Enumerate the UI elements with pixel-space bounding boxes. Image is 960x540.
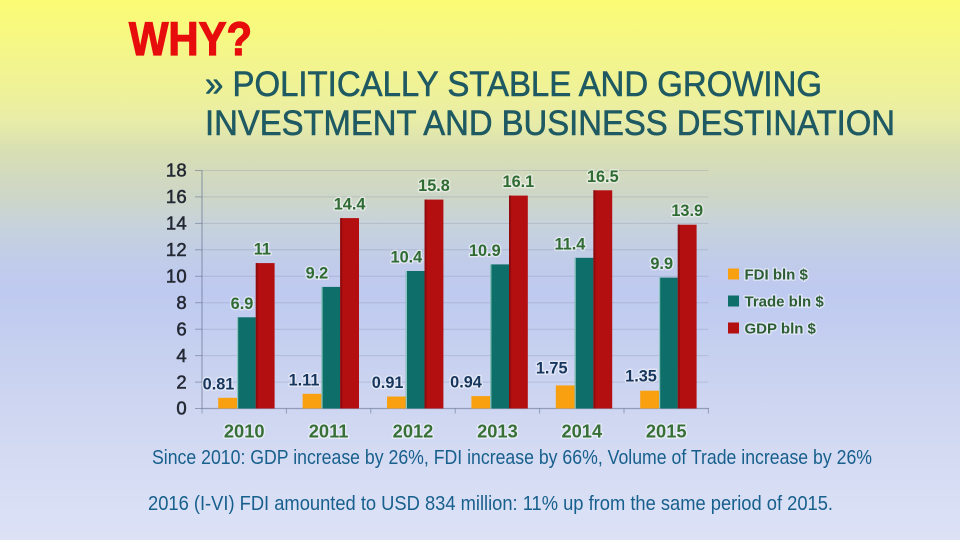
svg-text:14.4: 14.4	[334, 196, 366, 214]
svg-text:2010: 2010	[224, 421, 265, 442]
svg-text:16.1: 16.1	[503, 173, 535, 191]
svg-text:13.9: 13.9	[671, 202, 703, 220]
svg-text:GDP bln $: GDP bln $	[745, 321, 817, 338]
svg-text:11.4: 11.4	[555, 235, 586, 253]
svg-text:2015: 2015	[646, 421, 687, 442]
svg-text:Since 2010: GDP increase by 26: Since 2010: GDP increase by 26%, FDI inc…	[152, 446, 872, 469]
svg-text:6: 6	[176, 318, 187, 339]
svg-text:10.4: 10.4	[391, 249, 423, 267]
svg-text:0.81: 0.81	[203, 375, 235, 393]
svg-text:GDP bln $: GDP bln $	[745, 321, 817, 338]
svg-text:1.35: 1.35	[625, 368, 657, 386]
svg-text:1.35: 1.35	[625, 368, 657, 386]
svg-text:Trade bln $: Trade bln $	[745, 294, 825, 311]
svg-text:2010: 2010	[224, 421, 265, 442]
svg-text:16.1: 16.1	[503, 173, 535, 191]
svg-text:18: 18	[166, 160, 187, 181]
svg-text:1.75: 1.75	[536, 359, 568, 377]
svg-text:9.2: 9.2	[306, 264, 329, 282]
svg-text:FDI bln $: FDI bln $	[745, 267, 809, 284]
svg-text:2011: 2011	[309, 421, 349, 442]
svg-text:10.9: 10.9	[469, 242, 501, 260]
svg-text:16.5: 16.5	[587, 168, 619, 186]
svg-text:2013: 2013	[477, 421, 518, 442]
svg-text:0.94: 0.94	[450, 374, 482, 392]
svg-text:FDI bln $: FDI bln $	[745, 267, 809, 284]
svg-text:4: 4	[176, 345, 187, 366]
svg-text:9.2: 9.2	[306, 264, 329, 282]
svg-text:10.4: 10.4	[391, 249, 423, 267]
svg-text:14.4: 14.4	[334, 196, 366, 214]
svg-text:2014: 2014	[561, 421, 603, 442]
svg-text:2012: 2012	[393, 421, 434, 442]
svg-text:INVESTMENT AND BUSINESS DESTIN: INVESTMENT AND BUSINESS DESTINATION	[205, 104, 895, 143]
svg-text:9.9: 9.9	[650, 255, 673, 273]
svg-text:WHY?: WHY?	[129, 13, 252, 66]
svg-text:11: 11	[254, 241, 271, 259]
svg-text:0.91: 0.91	[372, 374, 404, 392]
svg-text:1.11: 1.11	[289, 371, 320, 389]
svg-text:0: 0	[176, 398, 187, 419]
svg-text:1.11: 1.11	[289, 371, 320, 389]
svg-text:0.94: 0.94	[450, 374, 482, 392]
svg-text:6.9: 6.9	[231, 295, 254, 313]
svg-text:15.8: 15.8	[418, 177, 450, 195]
svg-text:2: 2	[176, 371, 187, 392]
svg-text:11: 11	[254, 241, 271, 259]
svg-text:11.4: 11.4	[555, 235, 586, 253]
svg-text:2015: 2015	[646, 421, 687, 442]
svg-text:2012: 2012	[393, 421, 434, 442]
svg-text:2011: 2011	[309, 421, 349, 442]
svg-text:6.9: 6.9	[231, 295, 254, 313]
svg-text:8: 8	[176, 292, 187, 313]
svg-text:2014: 2014	[561, 421, 603, 442]
svg-text:» POLITICALLY STABLE AND GROWI: » POLITICALLY STABLE AND GROWING	[205, 65, 822, 104]
svg-text:16.5: 16.5	[587, 168, 619, 186]
svg-text:1.75: 1.75	[536, 359, 568, 377]
svg-text:2016 (I-VI) FDI amounted to US: 2016 (I-VI) FDI amounted to USD 834 mill…	[148, 492, 833, 515]
svg-text:12: 12	[166, 239, 187, 260]
svg-text:0.91: 0.91	[372, 374, 404, 392]
svg-text:10.9: 10.9	[469, 242, 501, 260]
svg-text:2013: 2013	[477, 421, 518, 442]
svg-text:13.9: 13.9	[671, 202, 703, 220]
svg-text:0.81: 0.81	[203, 375, 235, 393]
svg-text:16: 16	[166, 186, 187, 207]
svg-text:10: 10	[166, 266, 187, 287]
svg-text:14: 14	[166, 213, 187, 234]
svg-text:9.9: 9.9	[650, 255, 673, 273]
svg-text:15.8: 15.8	[418, 177, 450, 195]
svg-text:Trade bln $: Trade bln $	[745, 294, 825, 311]
